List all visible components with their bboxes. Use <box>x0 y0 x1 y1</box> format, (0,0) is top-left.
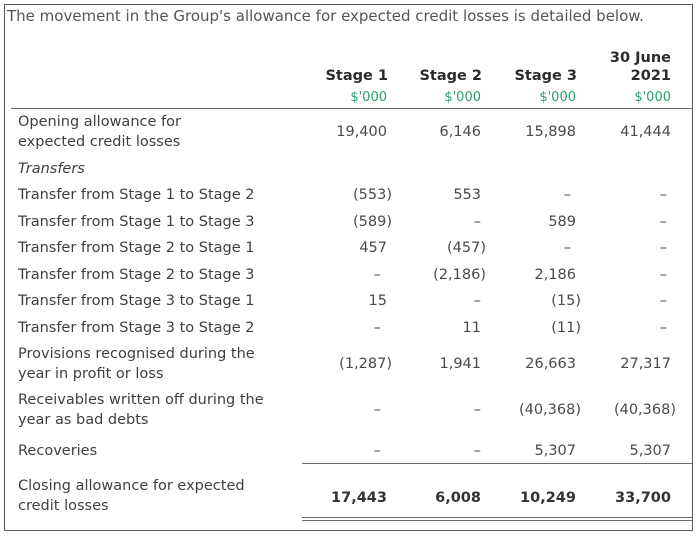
cell-provisions-s2: 1,941 <box>439 356 481 372</box>
col-header-stage2: Stage 2 <box>419 68 482 84</box>
cell-provisions-s1: (1,287) <box>339 356 392 372</box>
cell-opening-s1: 19,400 <box>336 124 387 140</box>
cell-recoveries-s1: – <box>373 443 381 459</box>
cell-closing-s3: 10,249 <box>520 490 576 506</box>
cell-s2s1-total: – <box>659 240 667 256</box>
cell-writtenoff-s3: (40,368) <box>518 402 581 418</box>
cell-s3s2-s1: – <box>373 320 381 336</box>
col-unit-stage1: $'000 <box>350 90 387 105</box>
cell-s2s3-s2: (2,186) <box>433 267 486 283</box>
col-header-total-line1: 30 June <box>609 50 671 66</box>
total-underline-2 <box>302 520 693 521</box>
cell-writtenoff-s1: – <box>373 402 381 418</box>
cell-s1s3-s3: 589 <box>548 214 576 230</box>
row-label-s1-s3: Transfer from Stage 1 to Stage 3 <box>18 214 255 230</box>
total-underline-1 <box>302 517 693 518</box>
row-label-transfers: Transfers <box>18 161 85 177</box>
cell-opening-total: 41,444 <box>620 124 671 140</box>
cell-opening-s3: 15,898 <box>525 124 576 140</box>
subtotal-divider <box>302 463 693 464</box>
cell-s1s3-total: – <box>659 214 667 230</box>
row-label-provisions-2: year in profit or loss <box>18 366 164 382</box>
cell-recoveries-s3: 5,307 <box>534 443 576 459</box>
cell-closing-s2: 6,008 <box>435 490 481 506</box>
cell-s1s2-s2: 553 <box>453 187 481 203</box>
row-label-recoveries: Recoveries <box>18 443 98 459</box>
col-header-stage3: Stage 3 <box>514 68 577 84</box>
cell-s1s2-total: – <box>659 187 667 203</box>
row-label-s1-s2: Transfer from Stage 1 to Stage 2 <box>18 187 255 203</box>
col-unit-total: $'000 <box>634 90 671 105</box>
cell-s3s1-s3: (15) <box>551 293 581 309</box>
col-header-total-line2: 2021 <box>630 68 671 84</box>
row-label-s3-s1: Transfer from Stage 3 to Stage 1 <box>18 293 255 309</box>
cell-s3s2-s3: (11) <box>551 320 581 336</box>
cell-s1s3-s2: – <box>473 214 481 230</box>
cell-s2s3-total: – <box>659 267 667 283</box>
cell-s3s1-s1: 15 <box>368 293 387 309</box>
cell-opening-s2: 6,146 <box>439 124 481 140</box>
cell-writtenoff-s2: – <box>473 402 481 418</box>
cell-s3s2-s2: 11 <box>462 320 481 336</box>
cell-s2s3-s1: – <box>373 267 381 283</box>
cell-closing-s1: 17,443 <box>331 490 387 506</box>
row-label-opening-1: Opening allowance for <box>18 114 181 130</box>
cell-writtenoff-total: (40,368) <box>613 402 676 418</box>
header-divider <box>11 108 693 109</box>
cell-s1s2-s3: – <box>563 187 571 203</box>
cell-provisions-s3: 26,663 <box>525 356 576 372</box>
cell-recoveries-s2: – <box>473 443 481 459</box>
cell-closing-total: 33,700 <box>615 490 671 506</box>
cell-s3s1-total: – <box>659 293 667 309</box>
row-label-s3-s2: Transfer from Stage 3 to Stage 2 <box>18 320 255 336</box>
cell-s3s2-total: – <box>659 320 667 336</box>
cell-s3s1-s2: – <box>473 293 481 309</box>
cell-s2s3-s3: 2,186 <box>534 267 576 283</box>
cell-s1s2-s1: (553) <box>353 187 392 203</box>
row-label-provisions-1: Provisions recognised during the <box>18 346 255 362</box>
col-header-stage1: Stage 1 <box>325 68 388 84</box>
cell-provisions-total: 27,317 <box>620 356 671 372</box>
cell-s1s3-s1: (589) <box>353 214 392 230</box>
row-label-s2-s1: Transfer from Stage 2 to Stage 1 <box>18 240 255 256</box>
cell-recoveries-total: 5,307 <box>629 443 671 459</box>
table-frame <box>4 4 693 531</box>
intro-text: The movement in the Group's allowance fo… <box>7 7 644 25</box>
row-label-writtenoff-2: year as bad debts <box>18 412 149 428</box>
row-label-closing-1: Closing allowance for expected <box>18 478 245 494</box>
row-label-closing-2: credit losses <box>18 498 109 514</box>
col-unit-stage3: $'000 <box>539 90 576 105</box>
cell-s2s1-s2: (457) <box>447 240 486 256</box>
row-label-s2-s3: Transfer from Stage 2 to Stage 3 <box>18 267 255 283</box>
col-unit-stage2: $'000 <box>444 90 481 105</box>
cell-s2s1-s1: 457 <box>359 240 387 256</box>
row-label-writtenoff-1: Receivables written off during the <box>18 392 264 408</box>
row-label-opening-2: expected credit losses <box>18 134 181 150</box>
cell-s2s1-s3: – <box>563 240 571 256</box>
